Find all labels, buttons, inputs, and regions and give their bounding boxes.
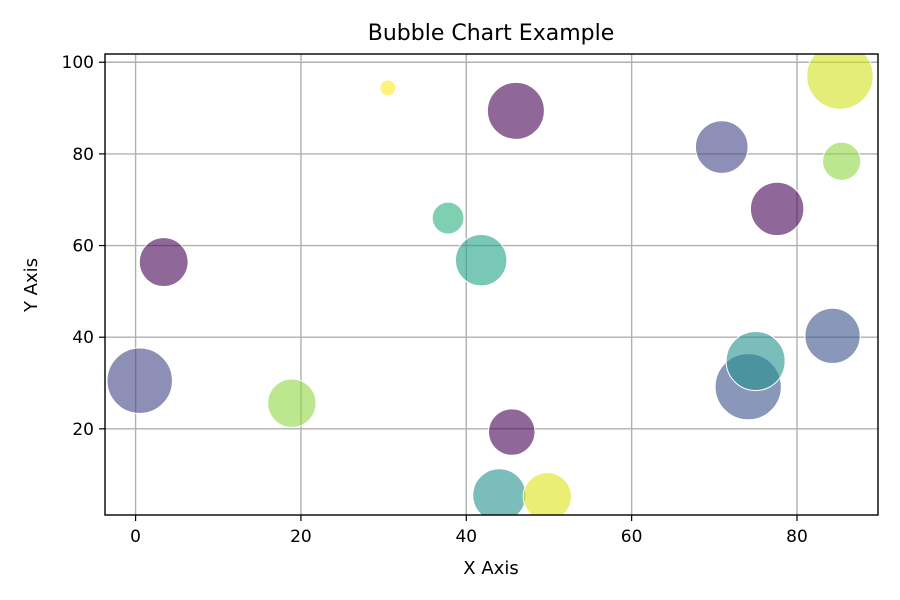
plot-frame	[104, 53, 879, 516]
x-axis-label: X Axis	[463, 558, 518, 579]
bubble	[806, 54, 874, 110]
bubble	[486, 81, 545, 140]
bubble-series	[106, 54, 874, 515]
y-tick-label: 100	[62, 53, 94, 73]
x-tick-label: 20	[290, 527, 312, 547]
bubble	[472, 468, 527, 515]
x-tick-label: 80	[786, 527, 808, 547]
bubble	[488, 408, 536, 456]
y-tick-label: 80	[72, 145, 94, 165]
bubble	[725, 331, 786, 392]
bubble	[749, 181, 805, 237]
bubble	[522, 472, 572, 515]
x-tick-label: 60	[621, 527, 643, 547]
x-tick-label: 0	[130, 527, 141, 547]
y-axis-label: Y Axis	[21, 258, 42, 313]
chart-title: Bubble Chart Example	[368, 21, 615, 46]
bubble	[454, 234, 508, 287]
bubble	[431, 201, 465, 235]
bubble	[694, 120, 749, 174]
bubble	[822, 141, 862, 181]
bubble	[267, 378, 317, 428]
x-tick-label: 40	[455, 527, 477, 547]
y-tick-label: 20	[72, 420, 94, 440]
bubble	[138, 237, 189, 287]
bubble	[804, 307, 861, 364]
y-tick-label: 40	[72, 328, 94, 348]
bubble	[106, 347, 173, 414]
y-tick-label: 60	[72, 237, 94, 257]
axis-ticks: 0 20 40 60 80 20 40 60 80 100	[62, 53, 808, 547]
bubble	[379, 79, 397, 97]
